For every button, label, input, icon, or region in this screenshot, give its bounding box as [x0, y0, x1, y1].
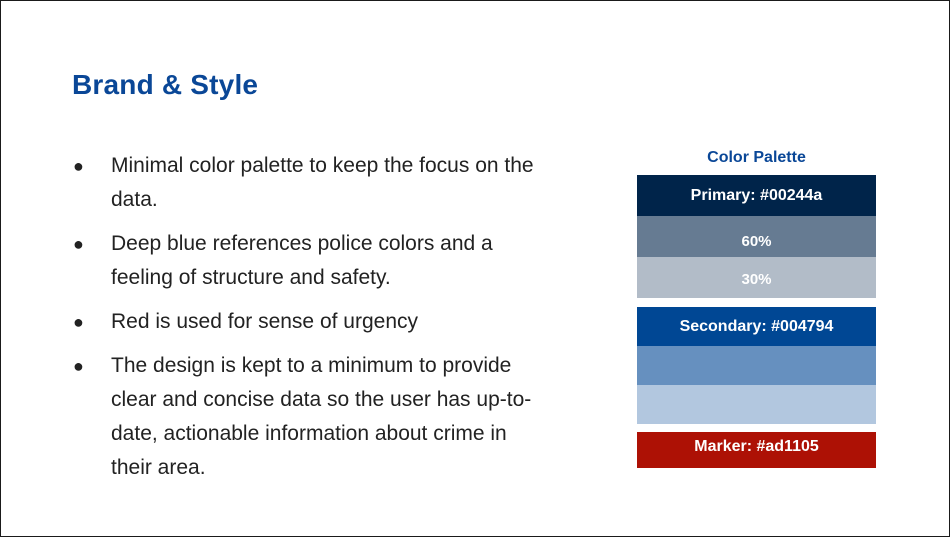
swatch-marker: Marker: #ad1105 [637, 432, 876, 468]
bullet-text: Deep blue references police colors and a… [111, 232, 493, 289]
bullet-item: ● The design is kept to a minimum to pro… [73, 349, 543, 485]
bullet-list: ● Minimal color palette to keep the focu… [73, 149, 543, 495]
bullet-text: Red is used for sense of urgency [111, 310, 419, 333]
swatch-primary-30: 30% [637, 257, 876, 298]
swatch-gap [637, 298, 876, 307]
bullet-dot-icon: ● [73, 356, 84, 376]
swatch-secondary-60 [637, 346, 876, 385]
bullet-dot-icon: ● [73, 234, 84, 254]
bullet-dot-icon: ● [73, 312, 84, 332]
bullet-text: Minimal color palette to keep the focus … [111, 154, 534, 211]
slide-title: Brand & Style [72, 69, 259, 100]
swatch-secondary: Secondary: #004794 [637, 307, 876, 346]
bullet-item: ● Deep blue references police colors and… [73, 227, 543, 295]
swatch-secondary-30 [637, 385, 876, 424]
bullet-text: The design is kept to a minimum to provi… [111, 354, 532, 479]
swatch-gap [637, 424, 876, 432]
color-palette: Color Palette Primary: #00244a 60% 30% S… [637, 146, 876, 468]
bullet-dot-icon: ● [73, 156, 84, 176]
bullet-item: ● Red is used for sense of urgency [73, 305, 543, 339]
swatch-primary-60: 60% [637, 216, 876, 257]
bullet-item: ● Minimal color palette to keep the focu… [73, 149, 543, 217]
palette-title: Color Palette [707, 149, 806, 166]
swatch-primary: Primary: #00244a [637, 175, 876, 216]
